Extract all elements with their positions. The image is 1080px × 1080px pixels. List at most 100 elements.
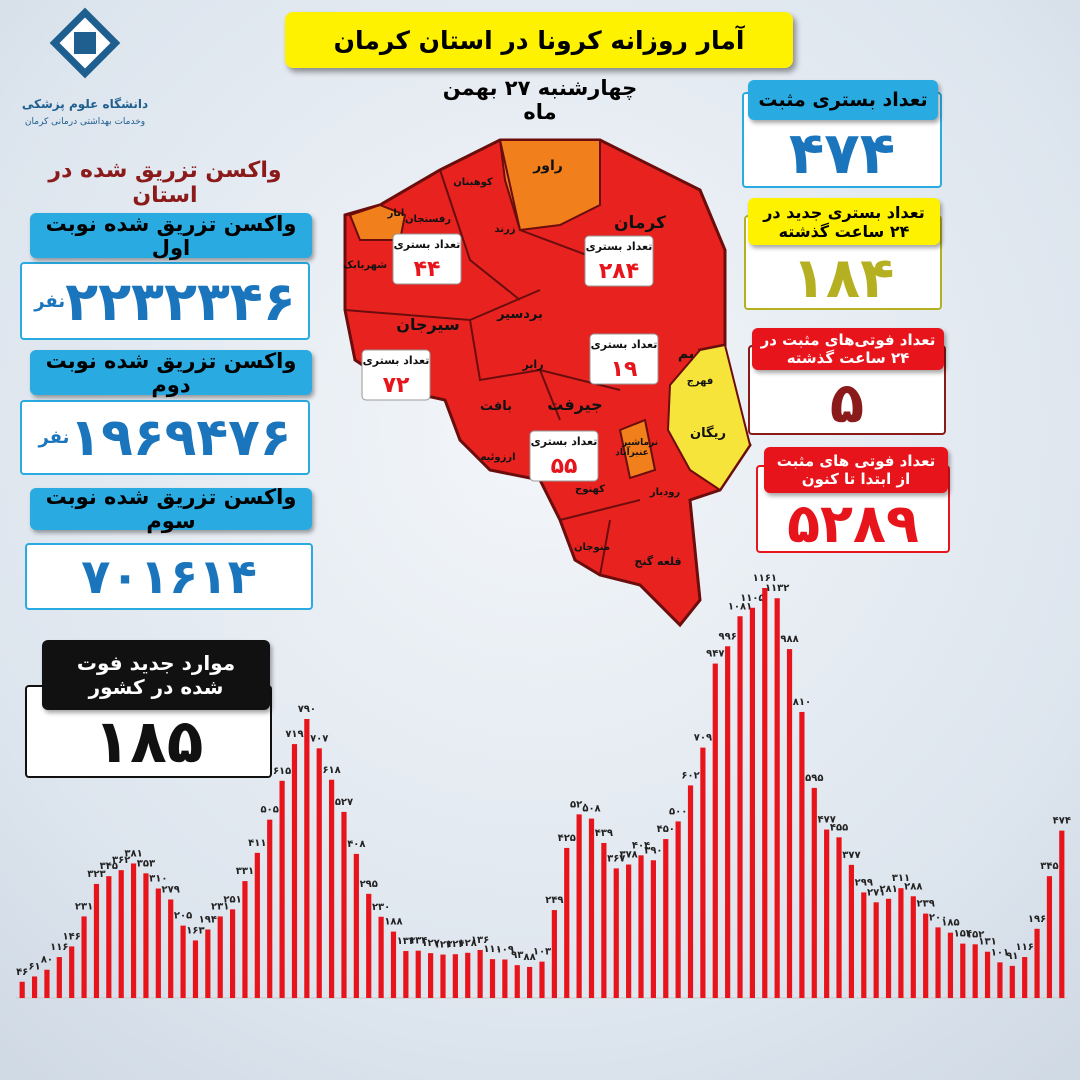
dose-box: ۷۰۱۶۱۴ bbox=[25, 543, 313, 610]
value-label: ۸۰ bbox=[41, 955, 53, 966]
value-label: ۲۸۸ bbox=[904, 881, 922, 892]
bar bbox=[984, 951, 991, 998]
value-label: ۵۰۵ bbox=[261, 805, 279, 816]
bar bbox=[353, 853, 359, 998]
stat-label: تعداد بستری جدید در ۲۴ ساعت گذشته bbox=[748, 198, 940, 245]
bar bbox=[848, 864, 855, 998]
value-label: ۱۵۲ bbox=[966, 929, 984, 940]
bar bbox=[81, 916, 87, 998]
bar bbox=[539, 961, 545, 998]
value-label: ۱۱۶ bbox=[1016, 942, 1034, 953]
bar bbox=[527, 966, 533, 998]
region-label: جیرفت bbox=[547, 395, 602, 414]
bar bbox=[947, 932, 954, 998]
bar bbox=[31, 976, 38, 998]
dose-value: ۲۲۳۲۳۴۶ bbox=[65, 269, 296, 333]
value-label: ۳۱۱ bbox=[892, 873, 910, 884]
map: راور کوهبنان انار شهربابک رفسنجان زرند کرمان بر… bbox=[343, 138, 752, 628]
value-label: ۱۰۹ bbox=[496, 945, 514, 956]
value-label: ۶۱۸ bbox=[322, 765, 340, 776]
value-label: ۱۱۳۲ bbox=[765, 583, 789, 594]
value-label: ۳۴۵ bbox=[100, 861, 118, 872]
callout-value: ۴۴ bbox=[414, 257, 441, 282]
title: آمار روزانه کرونا در استان کرمان bbox=[285, 12, 793, 68]
bar bbox=[824, 829, 830, 998]
bar bbox=[304, 719, 310, 998]
callout-label: تعداد بستری bbox=[531, 435, 598, 448]
bar bbox=[712, 663, 718, 998]
value-label: ۱۴۶ bbox=[63, 931, 81, 942]
value-label: ۵۲۰ bbox=[570, 799, 588, 810]
bar bbox=[551, 910, 557, 998]
bar bbox=[267, 819, 273, 998]
bar bbox=[489, 959, 496, 998]
region-label: شهربابک bbox=[343, 260, 387, 271]
bar bbox=[168, 899, 174, 998]
value-label: ۱۳۴ bbox=[409, 936, 427, 947]
value-label: ۹۹۶ bbox=[718, 631, 736, 642]
bar bbox=[341, 811, 347, 998]
value-label: ۹۳ bbox=[511, 950, 523, 961]
bar bbox=[960, 943, 966, 998]
bar bbox=[452, 954, 458, 998]
value-label: ۱۵۴ bbox=[954, 929, 972, 940]
bar bbox=[316, 748, 322, 998]
bar bbox=[465, 952, 471, 998]
region-label: بم bbox=[678, 346, 694, 362]
bar bbox=[725, 646, 731, 998]
bar bbox=[972, 944, 978, 998]
value-label: ۲۳۰ bbox=[372, 902, 390, 913]
region-label: کهنوج bbox=[575, 484, 605, 495]
value-label: ۲۷۱ bbox=[867, 887, 885, 898]
value-label: ۷۹۰ bbox=[298, 704, 316, 715]
bar bbox=[366, 893, 372, 998]
value-label: ۶۱۵ bbox=[273, 766, 291, 777]
stat-label: تعداد فوتی های مثبت از ابتدا تا کنون bbox=[764, 447, 948, 493]
value-label: ۱۲۸ bbox=[459, 938, 477, 949]
region-label: نرماشیر bbox=[621, 438, 658, 448]
bar bbox=[143, 873, 149, 998]
bar bbox=[118, 870, 124, 998]
dose-box: ۱۹۶۹۴۷۶ نفر bbox=[20, 400, 310, 475]
bar bbox=[428, 953, 434, 998]
bar bbox=[885, 898, 892, 998]
callout-box bbox=[584, 235, 654, 287]
value-label: ۱۲۳ bbox=[434, 940, 452, 951]
stat-value: ۱۸۴ bbox=[791, 246, 895, 311]
bar bbox=[217, 916, 223, 998]
region-label: ارزوئیه bbox=[480, 452, 515, 463]
bar bbox=[440, 954, 446, 998]
region-label: کوهبنان bbox=[453, 177, 493, 188]
region-label: راور bbox=[532, 158, 563, 174]
value-label: ۱۰۸۱ bbox=[728, 601, 752, 612]
value-label: ۴۱۱ bbox=[248, 838, 266, 849]
region-label: بافت bbox=[480, 399, 512, 414]
bar bbox=[69, 946, 75, 998]
bar bbox=[910, 896, 916, 998]
value-label: ۱۶۳ bbox=[186, 925, 204, 936]
value-label: ۱۳۳ bbox=[397, 936, 415, 947]
bar bbox=[378, 916, 384, 998]
bar bbox=[192, 940, 199, 998]
value-label: ۴۰۸ bbox=[347, 839, 365, 850]
value-label: ۳۹۰ bbox=[644, 845, 662, 856]
value-label: ۷۰۷ bbox=[310, 733, 328, 744]
bar bbox=[601, 842, 607, 998]
stat-label: تعداد فوتی‌های مثبت در ۲۴ ساعت گذشته bbox=[752, 328, 944, 370]
bar bbox=[700, 747, 706, 998]
dose-unit: نفر bbox=[34, 290, 66, 312]
value-label: ۷۰۹ bbox=[694, 733, 712, 744]
value-label: ۱۱۰۵ bbox=[740, 593, 764, 604]
bar bbox=[873, 902, 879, 998]
region-label: کرمان bbox=[614, 213, 666, 233]
value-label: ۲۰۰ bbox=[929, 912, 947, 923]
bar bbox=[638, 855, 644, 998]
bar bbox=[576, 814, 582, 998]
callout-label: تعداد بستری bbox=[591, 338, 658, 351]
value-label: ۳۲۳ bbox=[87, 869, 105, 880]
value-label: ۴۷۷ bbox=[818, 815, 836, 826]
callout-box bbox=[589, 333, 659, 385]
value-label: ۱۲۷ bbox=[421, 938, 439, 949]
value-label: ۷۱۹ bbox=[285, 729, 303, 740]
